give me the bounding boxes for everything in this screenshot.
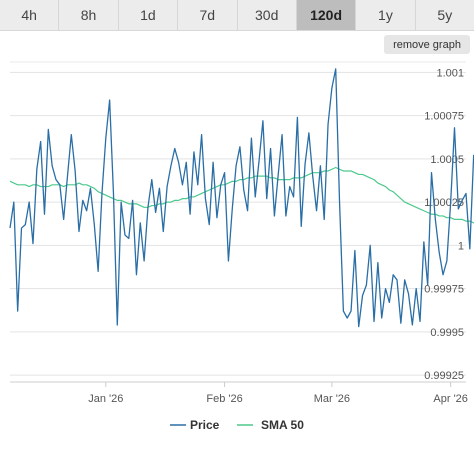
y-tick-label: 1: [458, 240, 464, 252]
x-tick-label: Feb '26: [206, 393, 242, 405]
tab-30d[interactable]: 30d: [238, 0, 297, 30]
tab-8h[interactable]: 8h: [59, 0, 119, 30]
series-line-price: [9, 68, 474, 328]
x-tick-label: Apr '26: [433, 393, 468, 405]
time-range-tabs: 4h 8h 1d 7d 30d 120d 1y 5y: [0, 0, 474, 31]
y-tick-label: 0.99975: [424, 284, 464, 296]
y-tick-label: 1.0005: [430, 154, 464, 166]
x-tick-label: Jan '26: [88, 393, 123, 405]
y-tick-label: 1.001: [436, 67, 464, 79]
tab-1d[interactable]: 1d: [119, 0, 179, 30]
tab-1y[interactable]: 1y: [356, 0, 416, 30]
tab-7d[interactable]: 7d: [178, 0, 238, 30]
legend-label-sma-50: SMA 50: [261, 418, 304, 432]
remove-graph-button[interactable]: remove graph: [384, 35, 470, 54]
y-tick-label: 1.00075: [424, 111, 464, 123]
y-tick-label: 0.99925: [424, 370, 464, 382]
legend-label-price: Price: [190, 418, 220, 432]
tab-5y[interactable]: 5y: [437, 7, 453, 23]
tab-120d[interactable]: 120d: [296, 0, 357, 30]
y-tick-label: 0.9995: [430, 327, 464, 339]
tab-4h[interactable]: 4h: [0, 0, 60, 30]
x-tick-label: Mar '26: [314, 393, 350, 405]
